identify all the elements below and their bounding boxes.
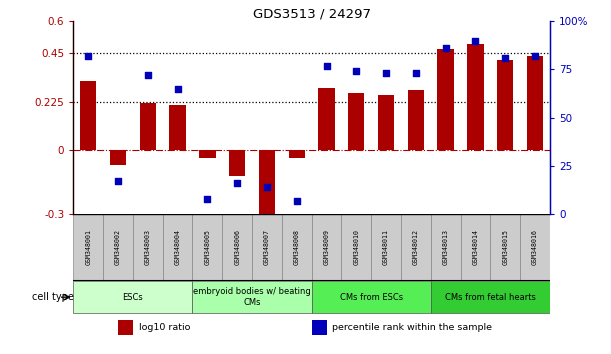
Bar (371, 214, 401, 281)
Point (470, 38, 480, 44)
Point (500, 55, 510, 61)
Text: GSM348001: GSM348001 (85, 229, 91, 266)
Bar (378, 95, 394, 150)
Text: ESCs: ESCs (123, 293, 143, 302)
Point (173, 86, 183, 92)
Text: GSM348011: GSM348011 (383, 229, 389, 266)
Text: GSM348012: GSM348012 (413, 229, 419, 266)
Bar (431, 281, 550, 313)
Point (351, 69, 361, 74)
Bar (139, 103, 156, 150)
Point (202, 196, 212, 202)
Bar (520, 214, 550, 281)
Text: GSM348009: GSM348009 (323, 229, 329, 266)
Text: CMs from fetal hearts: CMs from fetal hearts (445, 293, 536, 302)
Bar (431, 214, 461, 281)
Bar (318, 88, 335, 150)
Text: GSM348004: GSM348004 (175, 229, 181, 266)
Bar (73, 281, 192, 313)
Bar (222, 214, 252, 281)
Bar (169, 105, 186, 150)
Bar (252, 214, 282, 281)
Bar (312, 320, 326, 335)
Text: GSM348014: GSM348014 (472, 229, 478, 266)
Bar (192, 214, 222, 281)
Text: percentile rank within the sample: percentile rank within the sample (332, 323, 492, 332)
Point (232, 181, 242, 186)
Point (411, 70, 421, 76)
Bar (229, 150, 246, 176)
Bar (73, 214, 103, 281)
Text: GSM348015: GSM348015 (502, 229, 508, 266)
Title: GDS3513 / 24297: GDS3513 / 24297 (252, 7, 371, 20)
Text: GSM348007: GSM348007 (264, 229, 270, 266)
Bar (467, 44, 484, 150)
Point (83, 53, 93, 59)
Point (441, 45, 450, 51)
Point (381, 70, 391, 76)
Bar (103, 214, 133, 281)
Text: GSM348006: GSM348006 (234, 229, 240, 266)
Bar (497, 60, 513, 150)
Text: GSM348013: GSM348013 (442, 229, 448, 266)
Bar (312, 214, 342, 281)
Point (143, 73, 153, 78)
Text: GSM348003: GSM348003 (145, 229, 151, 266)
Bar (401, 214, 431, 281)
Text: GSM348008: GSM348008 (294, 229, 300, 266)
Bar (192, 281, 312, 313)
Text: GSM348016: GSM348016 (532, 229, 538, 266)
Bar (258, 150, 275, 216)
Point (321, 63, 331, 68)
Bar (408, 90, 424, 150)
Bar (490, 214, 520, 281)
Point (262, 184, 272, 190)
Bar (282, 214, 312, 281)
Bar (461, 214, 490, 281)
Point (292, 198, 302, 204)
Point (113, 179, 123, 184)
Bar (348, 93, 365, 150)
Text: GSM348002: GSM348002 (115, 229, 121, 266)
Text: GSM348005: GSM348005 (204, 229, 210, 266)
Text: CMs from ESCs: CMs from ESCs (340, 293, 403, 302)
Text: GSM348010: GSM348010 (353, 229, 359, 266)
Bar (342, 214, 371, 281)
Bar (312, 281, 431, 313)
Text: cell type: cell type (32, 292, 73, 302)
Point (530, 53, 540, 59)
Bar (118, 320, 133, 335)
Bar (163, 214, 192, 281)
Bar (110, 150, 126, 165)
Text: log10 ratio: log10 ratio (139, 323, 190, 332)
Bar (437, 49, 454, 150)
Bar (80, 81, 97, 150)
Bar (199, 150, 216, 159)
Text: embryoid bodies w/ beating
CMs: embryoid bodies w/ beating CMs (193, 287, 311, 307)
Bar (527, 56, 543, 150)
Bar (288, 150, 305, 159)
Bar (133, 214, 163, 281)
